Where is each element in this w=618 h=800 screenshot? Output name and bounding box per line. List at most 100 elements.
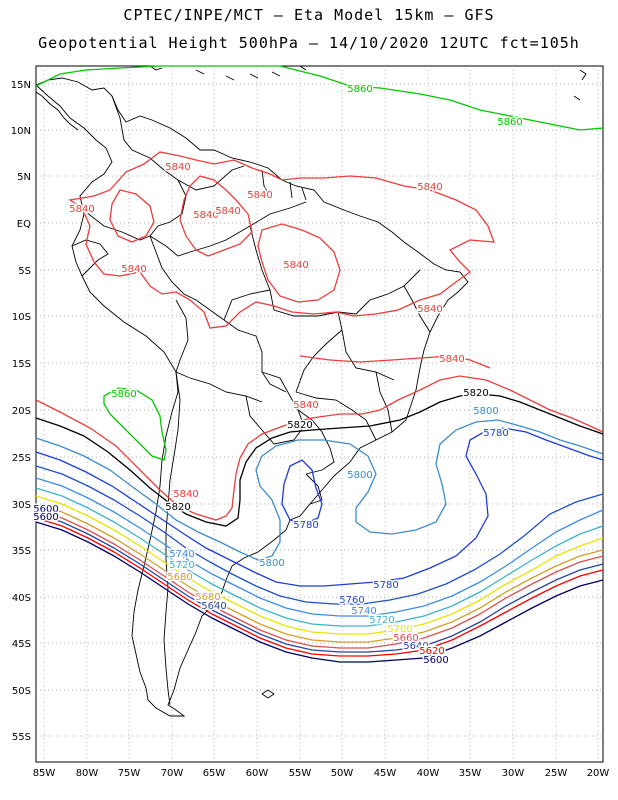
border-peru-bolivia <box>175 299 189 373</box>
latitude-labels: 15N 10N 5N EQ 5S 10S 15S 20S 25S 30S 35S 40S 45S 50S 5… <box>11 80 31 743</box>
contour-label-5820: 5820 <box>287 420 312 431</box>
contour-5700 <box>35 495 604 635</box>
contour-5600 <box>35 521 604 663</box>
border-bolivia-south <box>175 371 263 403</box>
central-america-coast <box>35 91 79 131</box>
latitude-label: 25S <box>12 453 31 464</box>
latitude-label: 5S <box>18 266 31 277</box>
contour-5860-pacific-high <box>103 387 167 461</box>
latitude-label: 35S <box>12 546 31 557</box>
contour-label-5800: 5800 <box>259 558 284 569</box>
latitude-label: 20S <box>12 406 31 417</box>
latitude-label: 5N <box>17 172 31 183</box>
border-paraguay <box>245 371 305 445</box>
contour-label-5820: 5820 <box>165 502 190 513</box>
contour-label-5820: 5820 <box>463 388 488 399</box>
contour-5840-north-east <box>299 355 491 369</box>
contour-label-5860: 5860 <box>347 84 372 95</box>
contour-label-5840: 5840 <box>165 162 190 173</box>
contour-5620 <box>35 517 604 657</box>
contour-label-5840: 5840 <box>215 206 240 217</box>
longitude-label: 60W <box>246 768 269 779</box>
contour-label-5760: 5760 <box>339 595 364 606</box>
latitude-label: EQ <box>17 219 31 230</box>
contour-label-5680: 5680 <box>167 572 192 583</box>
contour-label-5740: 5740 <box>169 549 194 560</box>
longitude-label: 25W <box>545 768 568 779</box>
contour-label-5640: 5640 <box>403 641 428 652</box>
contour-5640 <box>35 513 604 653</box>
contour-label-5840: 5840 <box>69 204 94 215</box>
contour-5760 <box>35 465 604 605</box>
contour-label-5600: 5600 <box>33 512 58 523</box>
contour-label-5700: 5700 <box>387 624 412 635</box>
longitude-label: 30W <box>502 768 525 779</box>
longitude-label: 65W <box>203 768 226 779</box>
contour-label-5660: 5660 <box>393 633 418 644</box>
contour-label-5600: 5600 <box>423 655 448 666</box>
latitude-label: 10N <box>11 126 31 137</box>
falkland-islands <box>261 689 275 699</box>
contour-value-labels: 5860 5860 5860 5840 5840 5840 5840 5840 5840 5840… <box>32 83 524 668</box>
latitude-label: 50S <box>12 686 31 697</box>
map-subtitle: Geopotential Height 500hPa – 14/10/2020 … <box>38 34 580 52</box>
contour-label-5840: 5840 <box>293 400 318 411</box>
border-colombia-peru <box>85 211 151 241</box>
map-title: CPTEC/INPE/MCT – Eta Model 15km – GFS <box>123 6 495 24</box>
contour-label-5640: 5640 <box>201 601 226 612</box>
contour-5820 <box>35 393 604 527</box>
contour-label-5720: 5720 <box>369 615 394 626</box>
longitude-label: 40W <box>417 768 440 779</box>
contour-5840-inner-2 <box>257 223 341 303</box>
contour-label-5600: 5600 <box>33 504 58 515</box>
border-argentina-brazil <box>297 409 335 475</box>
latitude-label: 15N <box>11 80 31 91</box>
longitude-label: 85W <box>33 768 56 779</box>
border-guianas <box>261 169 307 201</box>
latitude-label: 10S <box>12 312 31 323</box>
longitude-label: 80W <box>76 768 99 779</box>
contour-5800 <box>35 419 604 561</box>
longitude-label: 70W <box>161 768 184 779</box>
longitude-label: 45W <box>374 768 397 779</box>
latitude-label: 40S <box>12 593 31 604</box>
contour-5720 <box>35 487 604 627</box>
south-america-coastline <box>35 77 469 717</box>
contour-5660 <box>35 509 604 649</box>
border-peru-brazil <box>149 235 225 321</box>
longitude-label: 55W <box>289 768 312 779</box>
contour-label-5860: 5860 <box>497 117 522 128</box>
latitude-label: 15S <box>12 359 31 370</box>
contour-5780-inner <box>281 459 323 525</box>
latitude-label: 55S <box>12 732 31 743</box>
border-ecuador-peru <box>71 239 109 277</box>
contour-label-5800: 5800 <box>347 470 372 481</box>
map-frame <box>35 65 604 763</box>
contour-label-5780: 5780 <box>293 520 318 531</box>
longitude-label: 35W <box>459 768 482 779</box>
border-brazil-north <box>149 179 307 257</box>
longitude-label: 50W <box>331 768 354 779</box>
brazil-internal-states <box>223 225 431 441</box>
border-uruguay <box>305 473 323 505</box>
height-contours <box>35 65 604 663</box>
contour-label-5840: 5840 <box>173 489 198 500</box>
contour-label-5840: 5840 <box>439 354 464 365</box>
contour-label-5620: 5620 <box>419 646 444 657</box>
contour-label-5780: 5780 <box>373 580 398 591</box>
caribbean-islands <box>149 65 587 101</box>
longitude-label: 20W <box>587 768 610 779</box>
contour-label-5840: 5840 <box>247 190 272 201</box>
border-bolivia-brazil <box>223 319 287 393</box>
contour-5740 <box>35 477 604 617</box>
contour-5840-inner-3 <box>109 189 155 243</box>
contour-5680 <box>35 503 604 643</box>
longitude-labels: 85W 80W 75W 70W 65W 60W 55W 50W 45W 40W 35W 30W 25W 2… <box>33 768 610 779</box>
contour-label-5780: 5780 <box>483 428 508 439</box>
latitude-label: 30S <box>12 500 31 511</box>
contour-label-5860: 5860 <box>111 389 136 400</box>
border-venezuela-colombia <box>111 95 179 181</box>
contour-label-5840: 5840 <box>417 304 442 315</box>
latitude-label: 45S <box>12 639 31 650</box>
